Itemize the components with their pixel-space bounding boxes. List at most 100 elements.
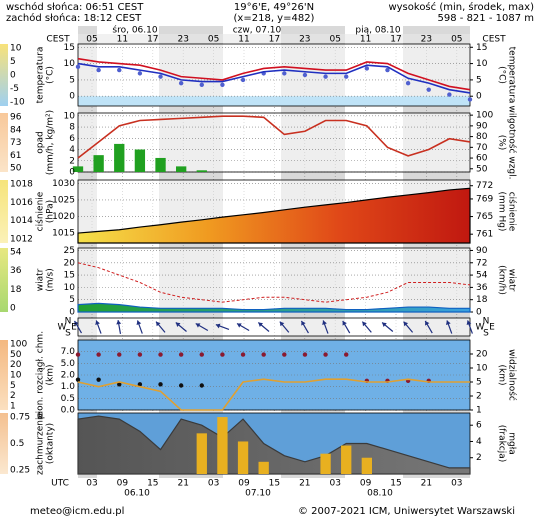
y2-tick-label: 18 [476,295,488,305]
y-axis-title: (mm/h, kg/m²) [46,110,56,175]
series-dot [137,352,143,357]
top-day: czw, 07.10 [233,26,282,36]
wind-arrow [342,320,351,334]
scale-tick-label: 1018 [10,180,33,190]
series-bar [341,445,352,474]
y-tick-label: 5.0 [61,359,76,369]
y2-axis-title: ciśnienie [507,192,518,232]
copyright: © 2007-2021 ICM, Uniwersytet Warszawski [298,506,515,517]
arrow-head [136,320,142,326]
y2-tick-label: 20 [476,350,488,360]
scale-tick-label: 96 [10,113,22,123]
y-axis-title: opad [36,131,46,153]
y-tick-label: 2.0 [61,371,76,381]
scale-strip [0,113,8,172]
series-bar [134,149,146,172]
y2-axis-title: widzialność [507,349,518,401]
series-dot [447,92,452,97]
top-hour: 05 [208,35,219,45]
y-axis-title: ciśnienie [35,191,46,231]
y2-axis-title: (%) [497,135,507,151]
scale-strip [0,413,8,474]
y-tick-label: 15 [64,271,75,281]
series-dot [96,377,101,382]
arrow-head [279,321,285,327]
y-tick-label: 25 [64,246,75,256]
y-tick-label: 5 [69,75,75,85]
top-day: śro, 06.10 [112,25,157,36]
top-hour: 17 [390,35,401,45]
arrow-head [175,322,181,327]
arrow-head [382,322,387,327]
wind-arrow [95,320,102,334]
scale-tick-label: 36 [10,266,22,276]
y2-axis-title: (°C) [497,66,507,84]
top-axis-label: CEST [482,35,506,45]
wind-arrow [361,321,372,333]
y2-tick-label: 15 [476,43,487,53]
series-bar [217,417,228,474]
bottom-day: 07.10 [245,489,271,499]
y2-tick-label: 60 [476,154,488,164]
wind-arrow [466,320,473,334]
arrow-head [95,320,100,326]
bottom-hour: 03 [86,479,97,489]
series-bar [155,157,166,172]
arrow-head [425,320,430,326]
bottom-hour: 09 [117,479,129,489]
series-dot [302,352,308,357]
y2-tick-label: 90 [476,246,488,256]
wind-arrow [236,322,250,332]
y2-tick-label: 4 [476,437,482,447]
scale-tick-label: 50 [10,350,22,360]
email[interactable]: meteo@icm.edu.pl [30,506,124,517]
compass-letter: S [483,329,489,339]
series-bar [196,170,207,172]
y2-axis-title: wiatr [507,269,517,292]
series-dot [117,382,122,387]
series-area [77,302,471,313]
wind-arrow [381,322,394,332]
top-hour: 17 [269,35,280,45]
scale-tick-label: 5 [10,57,16,67]
y2-axis-title: wilgotność wzgl. [507,106,518,180]
series-bar [93,155,104,172]
wind-arrow [73,320,83,334]
series-bar [72,166,84,172]
series-bar [176,166,187,172]
scale-tick-label: -10 [10,98,25,108]
y2-tick-label: 761 [476,230,493,240]
wind-arrow [195,322,209,332]
series-dot [385,67,390,73]
y-axis-title: zachmurzenie [36,412,46,476]
series-line [77,115,471,159]
wind-arrow [175,322,187,332]
series-bar [114,143,125,172]
y2-tick-label: 769 [476,194,493,204]
panel-frame [77,112,471,173]
arrow-head [466,320,472,326]
wind-arrow [215,323,230,330]
y-tick-label: 10 [64,59,76,69]
bottom-hour: 15 [147,479,158,489]
series-dot [178,383,184,388]
wind-arrow [403,321,414,333]
series-dot [137,71,143,76]
scale-tick-label: 0 [10,71,16,81]
series-dot [467,97,473,102]
series-dot [158,382,163,387]
y2-tick-label: 80 [476,132,488,142]
y2-tick-label: 54 [476,271,488,281]
bottom-hour: 03 [208,479,219,489]
top-hour: 23 [177,35,188,45]
scale-tick-label: 0.5 [10,439,24,449]
altitude: 598 - 821 - 1087 m [438,13,534,24]
compass-letter: W [476,323,485,333]
y2-tick-label: 10 [476,364,488,374]
y-tick-label: 0 [69,168,75,178]
series-dot [199,383,204,388]
y2-tick-label: 72 [476,258,487,268]
bottom-hour: 21 [299,479,310,489]
series-bar [320,453,331,474]
scale-tick-label: 5 [10,381,16,391]
